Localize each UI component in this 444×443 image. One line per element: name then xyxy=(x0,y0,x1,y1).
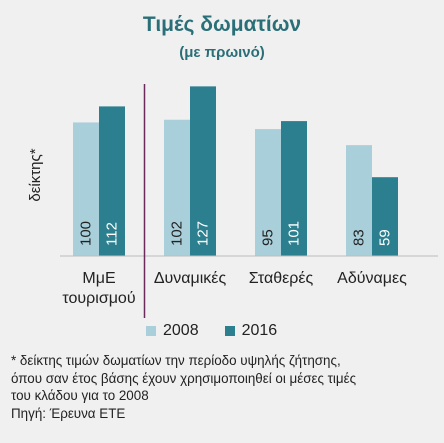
legend-swatch-2016 xyxy=(224,326,235,336)
bar-2008-2 xyxy=(255,129,281,256)
data-label-2008-0: 100 xyxy=(78,221,95,246)
data-label-2016-1: 127 xyxy=(195,221,212,246)
legend-item-2008: 2008 xyxy=(146,322,199,340)
y-axis-label: δείκτης* xyxy=(27,148,44,201)
data-label-2016-3: 59 xyxy=(377,229,394,246)
footnote-line-3: του κλάδου για το 2008 xyxy=(11,388,149,403)
data-label-2016-0: 112 xyxy=(104,222,121,246)
x-tick-label-3: Αδύναμες xyxy=(337,270,407,287)
legend-label-2016: 2016 xyxy=(241,322,278,339)
bar-2016-2 xyxy=(281,121,307,256)
bar-chart: δείκτης* 100 112 102 127 95 101 83 59 ΜμΕ τουρισμο… xyxy=(27,84,438,318)
bar-2016-1 xyxy=(190,86,216,256)
source-line: Πηγή: Έρευνα ΕΤΕ xyxy=(11,405,126,421)
data-label-2008-3: 83 xyxy=(351,229,368,246)
x-tick-label-0-line-0: ΜμΕ xyxy=(82,270,115,287)
data-label-2008-2: 95 xyxy=(260,229,277,246)
bar-2016-0 xyxy=(99,106,125,257)
chart-legend: 2008 2016 xyxy=(146,322,303,340)
x-tick-label-0-line-1: τουρισμού xyxy=(62,290,135,307)
x-tick-label-2: Σταθερές xyxy=(249,270,314,287)
x-tick-label-1: Δυναμικές xyxy=(154,270,227,287)
bar-2008-1 xyxy=(164,119,190,256)
chart-subtitle: (με πρωινό) xyxy=(179,44,265,61)
data-label-2008-1: 102 xyxy=(169,221,186,246)
footnote-line-2: όπου σαν έτος βάσης έχουν χρησιμοποιηθεί… xyxy=(11,370,357,386)
bar-2008-0 xyxy=(73,122,99,256)
legend-item-2016: 2016 xyxy=(224,322,278,340)
data-label-2016-2: 101 xyxy=(286,221,303,246)
footnote: * δείκτης τιμών δωματίων την περίοδο υψη… xyxy=(11,352,436,422)
bar-2016-3 xyxy=(372,177,398,256)
legend-swatch-2008 xyxy=(146,326,156,336)
chart-title: Τιμές δωματίων xyxy=(142,13,302,36)
footnote-line-1: * δείκτης τιμών δωματίων την περίοδο υψη… xyxy=(11,353,341,368)
bar-2008-3 xyxy=(346,145,372,256)
legend-label-2008: 2008 xyxy=(163,322,199,339)
